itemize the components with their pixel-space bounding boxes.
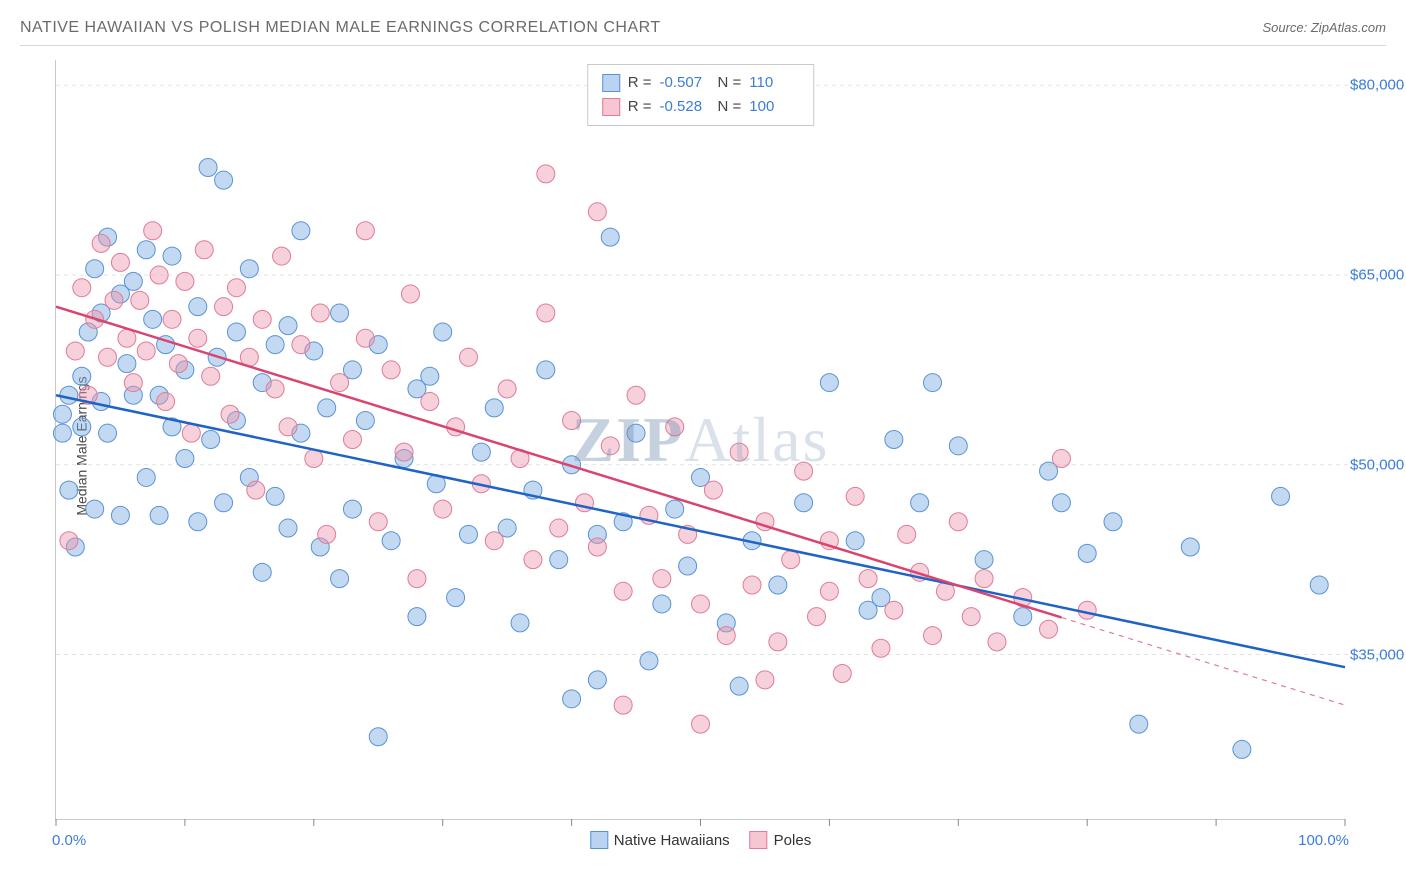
n-label-1: N = [718, 95, 742, 119]
source-attribution: Source: ZipAtlas.com [1262, 20, 1386, 35]
correlation-legend-row-1: R = -0.528 N = 100 [602, 95, 800, 119]
r-value-1: -0.528 [660, 95, 710, 119]
header-bar: NATIVE HAWAIIAN VS POLISH MEDIAN MALE EA… [20, 10, 1386, 46]
x-tick-label-right: 100.0% [1298, 832, 1349, 849]
x-tick-label-left: 0.0% [52, 832, 86, 849]
source-prefix: Source: [1262, 20, 1310, 35]
y-tick-label: $50,000 [1350, 456, 1406, 473]
r-label-0: R = [628, 71, 652, 95]
legend-swatch-0 [602, 74, 620, 92]
series-swatch-1 [750, 831, 768, 849]
series-swatch-0 [590, 831, 608, 849]
n-value-1: 100 [749, 95, 799, 119]
r-value-0: -0.507 [660, 71, 710, 95]
series-legend-item-1: Poles [750, 831, 812, 849]
y-tick-label: $35,000 [1350, 646, 1406, 663]
source-name: ZipAtlas.com [1311, 20, 1386, 35]
correlation-legend-row-0: R = -0.507 N = 110 [602, 71, 800, 95]
r-label-1: R = [628, 95, 652, 119]
series-label-1: Poles [774, 832, 812, 849]
y-tick-label: $80,000 [1350, 77, 1406, 94]
scatter-chart-svg [56, 60, 1345, 819]
chart-title: NATIVE HAWAIIAN VS POLISH MEDIAN MALE EA… [20, 19, 661, 37]
correlation-legend: R = -0.507 N = 110 R = -0.528 N = 100 [587, 64, 815, 126]
series-label-0: Native Hawaiians [614, 832, 730, 849]
series-legend-item-0: Native Hawaiians [590, 831, 730, 849]
n-label-0: N = [718, 71, 742, 95]
series-legend: Native Hawaiians Poles [590, 831, 811, 849]
n-value-0: 110 [749, 71, 799, 95]
y-tick-label: $65,000 [1350, 267, 1406, 284]
plot-area: ZIPAtlas R = -0.507 N = 110 R = -0.528 N… [55, 60, 1345, 820]
legend-swatch-1 [602, 98, 620, 116]
